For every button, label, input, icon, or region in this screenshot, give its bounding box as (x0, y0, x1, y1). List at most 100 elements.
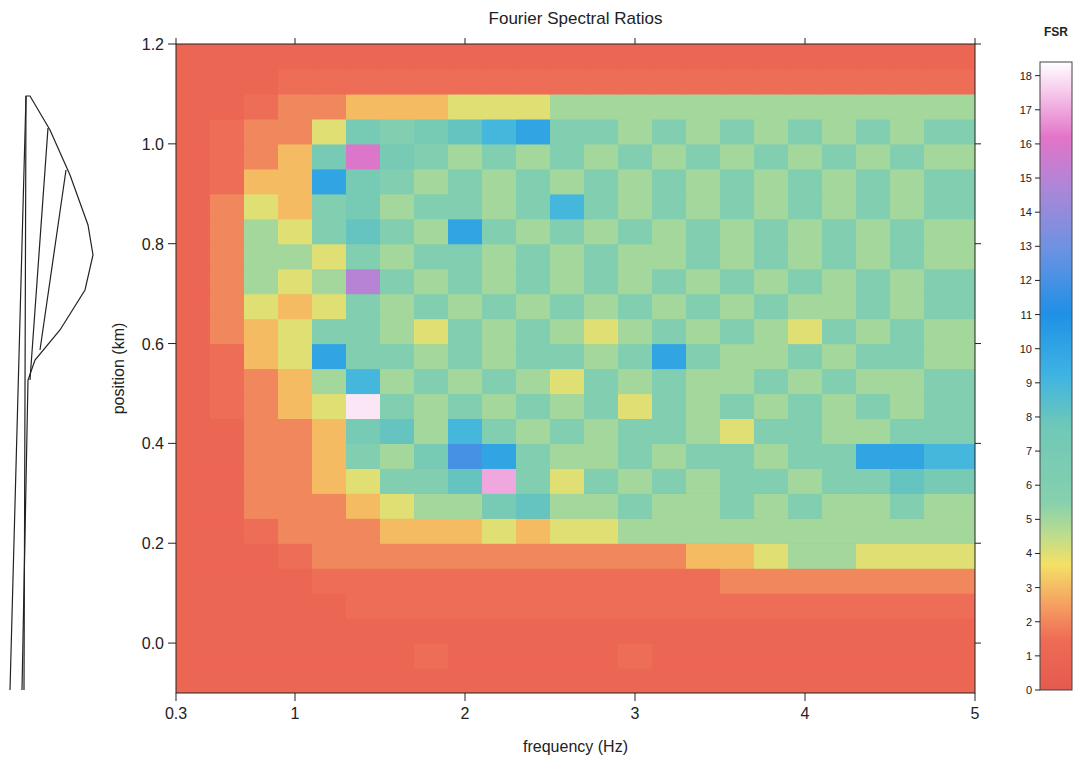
cell (618, 568, 653, 594)
cell (312, 219, 347, 245)
cell (550, 543, 585, 569)
cell (584, 294, 619, 320)
cell (516, 593, 551, 619)
cell (686, 169, 721, 195)
cell (550, 69, 585, 95)
colorbar-tick-label: 8 (1026, 411, 1032, 423)
cell (278, 643, 313, 669)
cell (788, 418, 823, 444)
cell (788, 244, 823, 270)
cell (176, 144, 211, 170)
cell (754, 344, 789, 370)
cell (278, 194, 313, 220)
cell (822, 568, 857, 594)
cell (210, 443, 245, 469)
cell (176, 344, 211, 370)
cell (516, 369, 551, 395)
cell (278, 219, 313, 245)
y-tick-right (975, 443, 981, 444)
cell (924, 418, 975, 444)
y-tick-right (975, 44, 981, 45)
cell (754, 593, 789, 619)
cell (686, 344, 721, 370)
cell (346, 169, 381, 195)
cell (618, 244, 653, 270)
cell (754, 369, 789, 395)
cell (482, 543, 517, 569)
cell (890, 643, 925, 669)
cell (584, 69, 619, 95)
cell (822, 518, 857, 544)
cell (652, 668, 687, 693)
cell (890, 144, 925, 170)
cell (482, 94, 517, 120)
cell (448, 518, 483, 544)
cell (482, 244, 517, 270)
cell (754, 493, 789, 519)
colorbar-tick-label: 4 (1026, 547, 1032, 559)
cell (822, 393, 857, 419)
cell (754, 543, 789, 569)
cell (720, 119, 755, 145)
cell (346, 94, 381, 120)
cell (890, 518, 925, 544)
cell (788, 443, 823, 469)
cell (788, 94, 823, 120)
cell (414, 144, 449, 170)
cell (380, 543, 415, 569)
cell (210, 219, 245, 245)
cell (720, 518, 755, 544)
cell (584, 94, 619, 120)
cell (448, 44, 483, 70)
cell (856, 169, 891, 195)
cell (380, 393, 415, 419)
cell (448, 418, 483, 444)
cell (720, 668, 755, 693)
cell (482, 393, 517, 419)
cell (244, 443, 279, 469)
cell (414, 94, 449, 120)
cell (176, 618, 211, 644)
cell (380, 219, 415, 245)
cell (346, 643, 381, 669)
colorbar-tick (1035, 348, 1040, 349)
cell (448, 618, 483, 644)
cell (550, 244, 585, 270)
cell (720, 144, 755, 170)
basin-sketch (10, 96, 93, 690)
colorbar-tick-label: 15 (1020, 172, 1032, 184)
y-tick-label: 0.6 (142, 336, 164, 353)
cell (278, 369, 313, 395)
x-tick-label: 2 (461, 705, 470, 722)
cell (312, 443, 347, 469)
cell (788, 144, 823, 170)
cell (550, 219, 585, 245)
cell (176, 468, 211, 494)
y-tick-label: 0.8 (142, 236, 164, 253)
cell (788, 393, 823, 419)
cell (924, 44, 975, 70)
cell (312, 294, 347, 320)
cell (414, 294, 449, 320)
cell (176, 668, 211, 693)
cell (788, 319, 823, 345)
cell (482, 169, 517, 195)
cell (516, 668, 551, 693)
cell (244, 144, 279, 170)
cell (312, 493, 347, 519)
cell (516, 144, 551, 170)
cell (550, 344, 585, 370)
cell (380, 144, 415, 170)
cell (788, 219, 823, 245)
cell (856, 119, 891, 145)
cell (278, 593, 313, 619)
cell (618, 618, 653, 644)
cell (652, 468, 687, 494)
cell (550, 119, 585, 145)
cell (856, 393, 891, 419)
cell (346, 319, 381, 345)
cell (210, 344, 245, 370)
cell (312, 194, 347, 220)
cell (720, 194, 755, 220)
cell (346, 344, 381, 370)
